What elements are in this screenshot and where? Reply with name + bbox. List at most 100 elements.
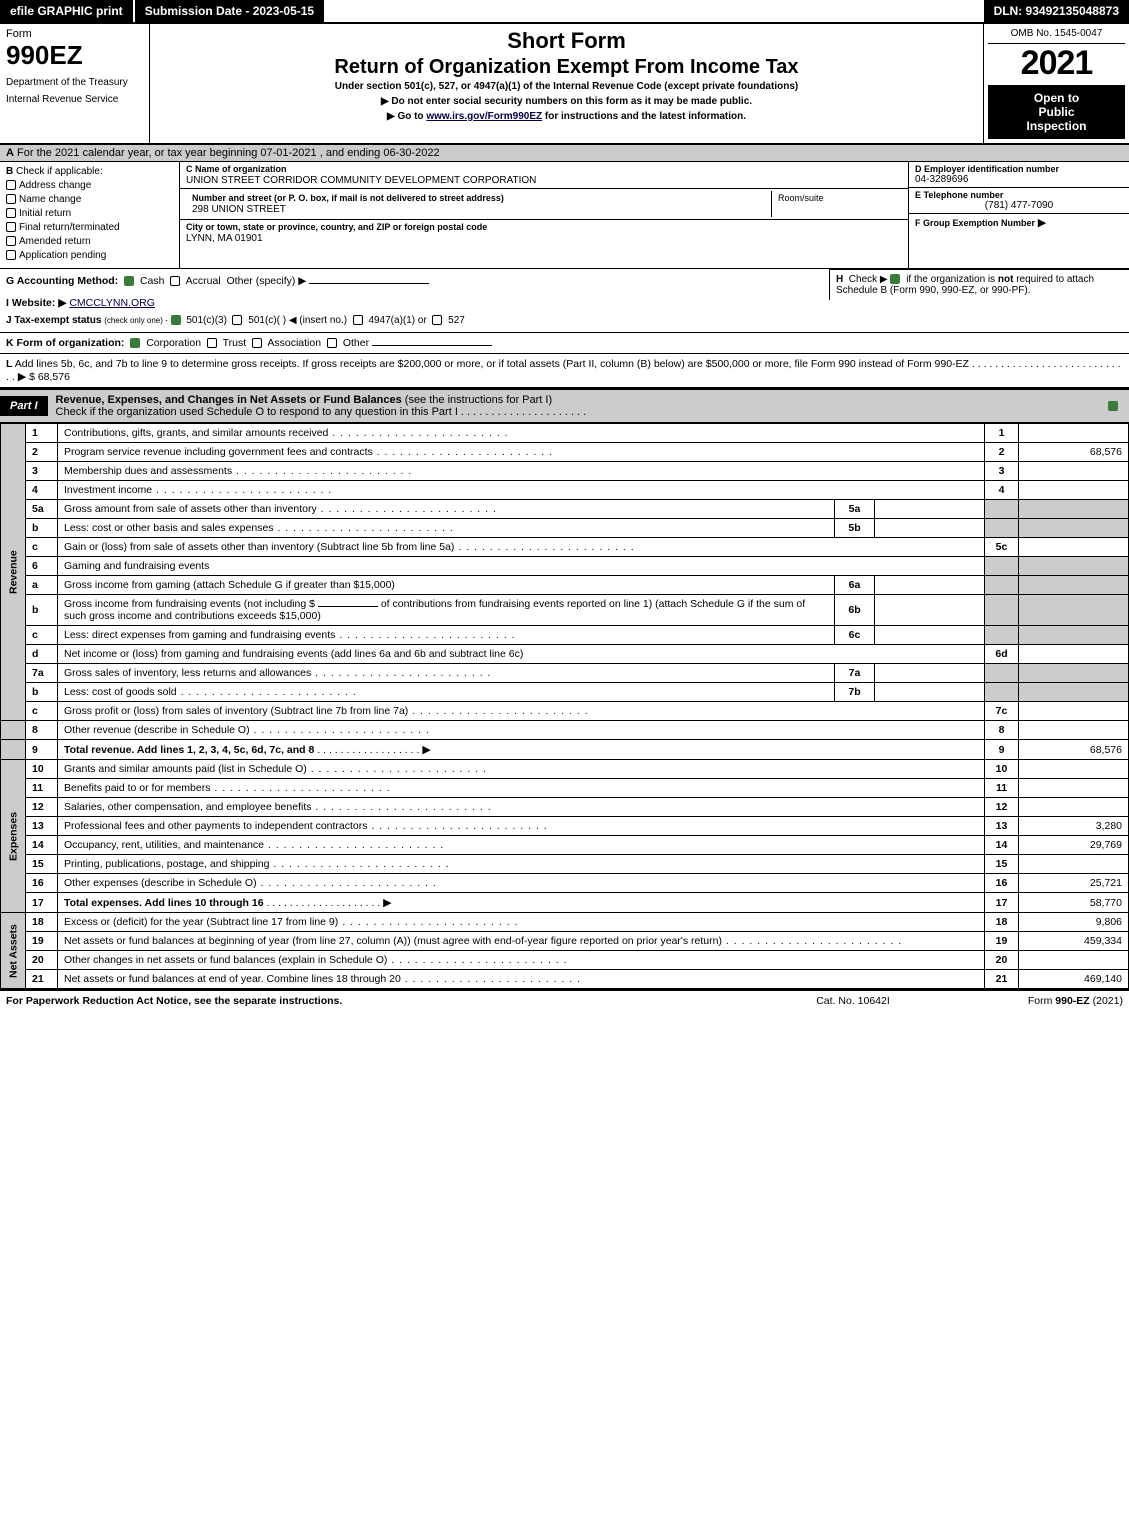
h-text2: if the organization is <box>906 274 998 285</box>
line-7c: c Gross profit or (loss) from sales of i… <box>1 702 1129 721</box>
line-desc: Printing, publications, postage, and shi… <box>58 855 985 874</box>
sub-num: 7b <box>835 683 875 702</box>
chk-label-1: Name change <box>19 194 81 205</box>
grey-cell <box>985 683 1019 702</box>
org-name: UNION STREET CORRIDOR COMMUNITY DEVELOPM… <box>186 175 536 186</box>
right-val: 9,806 <box>1019 913 1129 932</box>
k-other-input[interactable] <box>372 345 492 346</box>
k-other: Other <box>343 337 369 349</box>
chk-527[interactable] <box>432 315 442 325</box>
right-val: 68,576 <box>1019 740 1129 760</box>
chk-501c3[interactable] <box>171 315 181 325</box>
line-desc: Benefits paid to or for members <box>58 779 985 798</box>
checkbox-icon <box>6 236 16 246</box>
instr-no-ssn: ▶ Do not enter social security numbers o… <box>160 96 973 107</box>
line-k: K Form of organization: Corporation Trus… <box>0 333 1129 354</box>
chk-amended-return[interactable]: Amended return <box>6 236 173 247</box>
line-desc: Less: cost or other basis and sales expe… <box>58 519 835 538</box>
right-val <box>1019 760 1129 779</box>
chk-label-3: Final return/terminated <box>19 222 120 233</box>
j-527: 527 <box>448 315 465 326</box>
irs-link[interactable]: www.irs.gov/Form990EZ <box>426 111 542 122</box>
g-other-input[interactable] <box>309 283 429 284</box>
under-section: Under section 501(c), 527, or 4947(a)(1)… <box>160 81 973 92</box>
line-num: 2 <box>26 443 58 462</box>
grey-cell <box>1019 664 1129 683</box>
right-num: 8 <box>985 721 1019 740</box>
chk-initial-return[interactable]: Initial return <box>6 208 173 219</box>
chk-assoc[interactable] <box>252 338 262 348</box>
footer: For Paperwork Reduction Act Notice, see … <box>0 989 1129 1011</box>
grey-cell <box>985 519 1019 538</box>
efile-print-button[interactable]: efile GRAPHIC print <box>0 0 133 22</box>
submission-date-button[interactable]: Submission Date - 2023-05-15 <box>135 0 324 22</box>
line-num: 20 <box>26 951 58 970</box>
chk-application-pending[interactable]: Application pending <box>6 250 173 261</box>
j-4947: 4947(a)(1) or <box>368 315 426 326</box>
sub-num: 6c <box>835 626 875 645</box>
l-text: Add lines 5b, 6c, and 7b to line 9 to de… <box>15 358 969 370</box>
line-desc: Gross income from gaming (attach Schedul… <box>58 576 835 595</box>
right-num: 20 <box>985 951 1019 970</box>
grey-cell <box>1019 500 1129 519</box>
right-num: 3 <box>985 462 1019 481</box>
line-desc: Total expenses. Add lines 10 through 16 … <box>58 893 985 913</box>
website-link[interactable]: CMCCLYNN.ORG <box>69 297 155 309</box>
line-16: 16 Other expenses (describe in Schedule … <box>1 874 1129 893</box>
line-desc: Grants and similar amounts paid (list in… <box>58 760 985 779</box>
b-label: B <box>6 166 13 177</box>
chk-label-5: Application pending <box>19 250 106 261</box>
line-21: 21 Net assets or fund balances at end of… <box>1 970 1129 989</box>
right-val: 58,770 <box>1019 893 1129 913</box>
right-num: 21 <box>985 970 1019 989</box>
k-assoc: Association <box>267 337 321 349</box>
line-desc: Less: direct expenses from gaming and fu… <box>58 626 835 645</box>
line-num: b <box>26 683 58 702</box>
part1-check[interactable] <box>1099 400 1129 412</box>
j-501c3: 501(c)(3) <box>186 315 227 326</box>
netassets-vert-label: Net Assets <box>1 913 26 989</box>
right-num: 12 <box>985 798 1019 817</box>
chk-501c[interactable] <box>232 315 242 325</box>
line-12: 12 Salaries, other compensation, and emp… <box>1 798 1129 817</box>
footer-right: Form 990-EZ (2021) <box>943 995 1123 1007</box>
sub-val <box>875 595 985 626</box>
line-desc: Professional fees and other payments to … <box>58 817 985 836</box>
chk-h[interactable] <box>890 274 900 284</box>
line-7a: 7a Gross sales of inventory, less return… <box>1 664 1129 683</box>
l6b-t1: Gross income from fundraising events (no… <box>64 598 315 610</box>
chk-4947[interactable] <box>353 315 363 325</box>
line-9: 9 Total revenue. Add lines 1, 2, 3, 4, 5… <box>1 740 1129 760</box>
chk-other[interactable] <box>327 338 337 348</box>
grey-cell <box>985 500 1019 519</box>
right-val <box>1019 481 1129 500</box>
line-desc: Gross amount from sale of assets other t… <box>58 500 835 519</box>
grey-cell <box>1019 626 1129 645</box>
lines-table: Revenue 1 Contributions, gifts, grants, … <box>0 423 1129 989</box>
chk-accrual[interactable] <box>170 276 180 286</box>
line-18: Net Assets 18 Excess or (deficit) for th… <box>1 913 1129 932</box>
chk-address-change[interactable]: Address change <box>6 180 173 191</box>
line-11: 11 Benefits paid to or for members 11 <box>1 779 1129 798</box>
chk-cash[interactable] <box>124 276 134 286</box>
footer-left: For Paperwork Reduction Act Notice, see … <box>6 995 763 1007</box>
chk-corp[interactable] <box>130 338 140 348</box>
open-line2: Public <box>992 105 1121 119</box>
l6b-blank[interactable] <box>318 606 378 607</box>
arrow-icon: ▶ <box>383 897 391 909</box>
chk-final-return[interactable]: Final return/terminated <box>6 222 173 233</box>
addr-row: Number and street (or P. O. box, if mail… <box>180 189 908 220</box>
right-val: 68,576 <box>1019 443 1129 462</box>
footer-right-pre: Form <box>1028 995 1055 1007</box>
line-desc: Other changes in net assets or fund bala… <box>58 951 985 970</box>
i-label: I Website: ▶ <box>6 297 66 309</box>
line-num: 21 <box>26 970 58 989</box>
line-num: 3 <box>26 462 58 481</box>
l-label: L <box>6 358 12 370</box>
right-num: 10 <box>985 760 1019 779</box>
grey-cell <box>1019 683 1129 702</box>
chk-trust[interactable] <box>207 338 217 348</box>
chk-name-change[interactable]: Name change <box>6 194 173 205</box>
arrow-icon: ▶ <box>18 371 26 383</box>
line-desc: Net income or (loss) from gaming and fun… <box>58 645 985 664</box>
